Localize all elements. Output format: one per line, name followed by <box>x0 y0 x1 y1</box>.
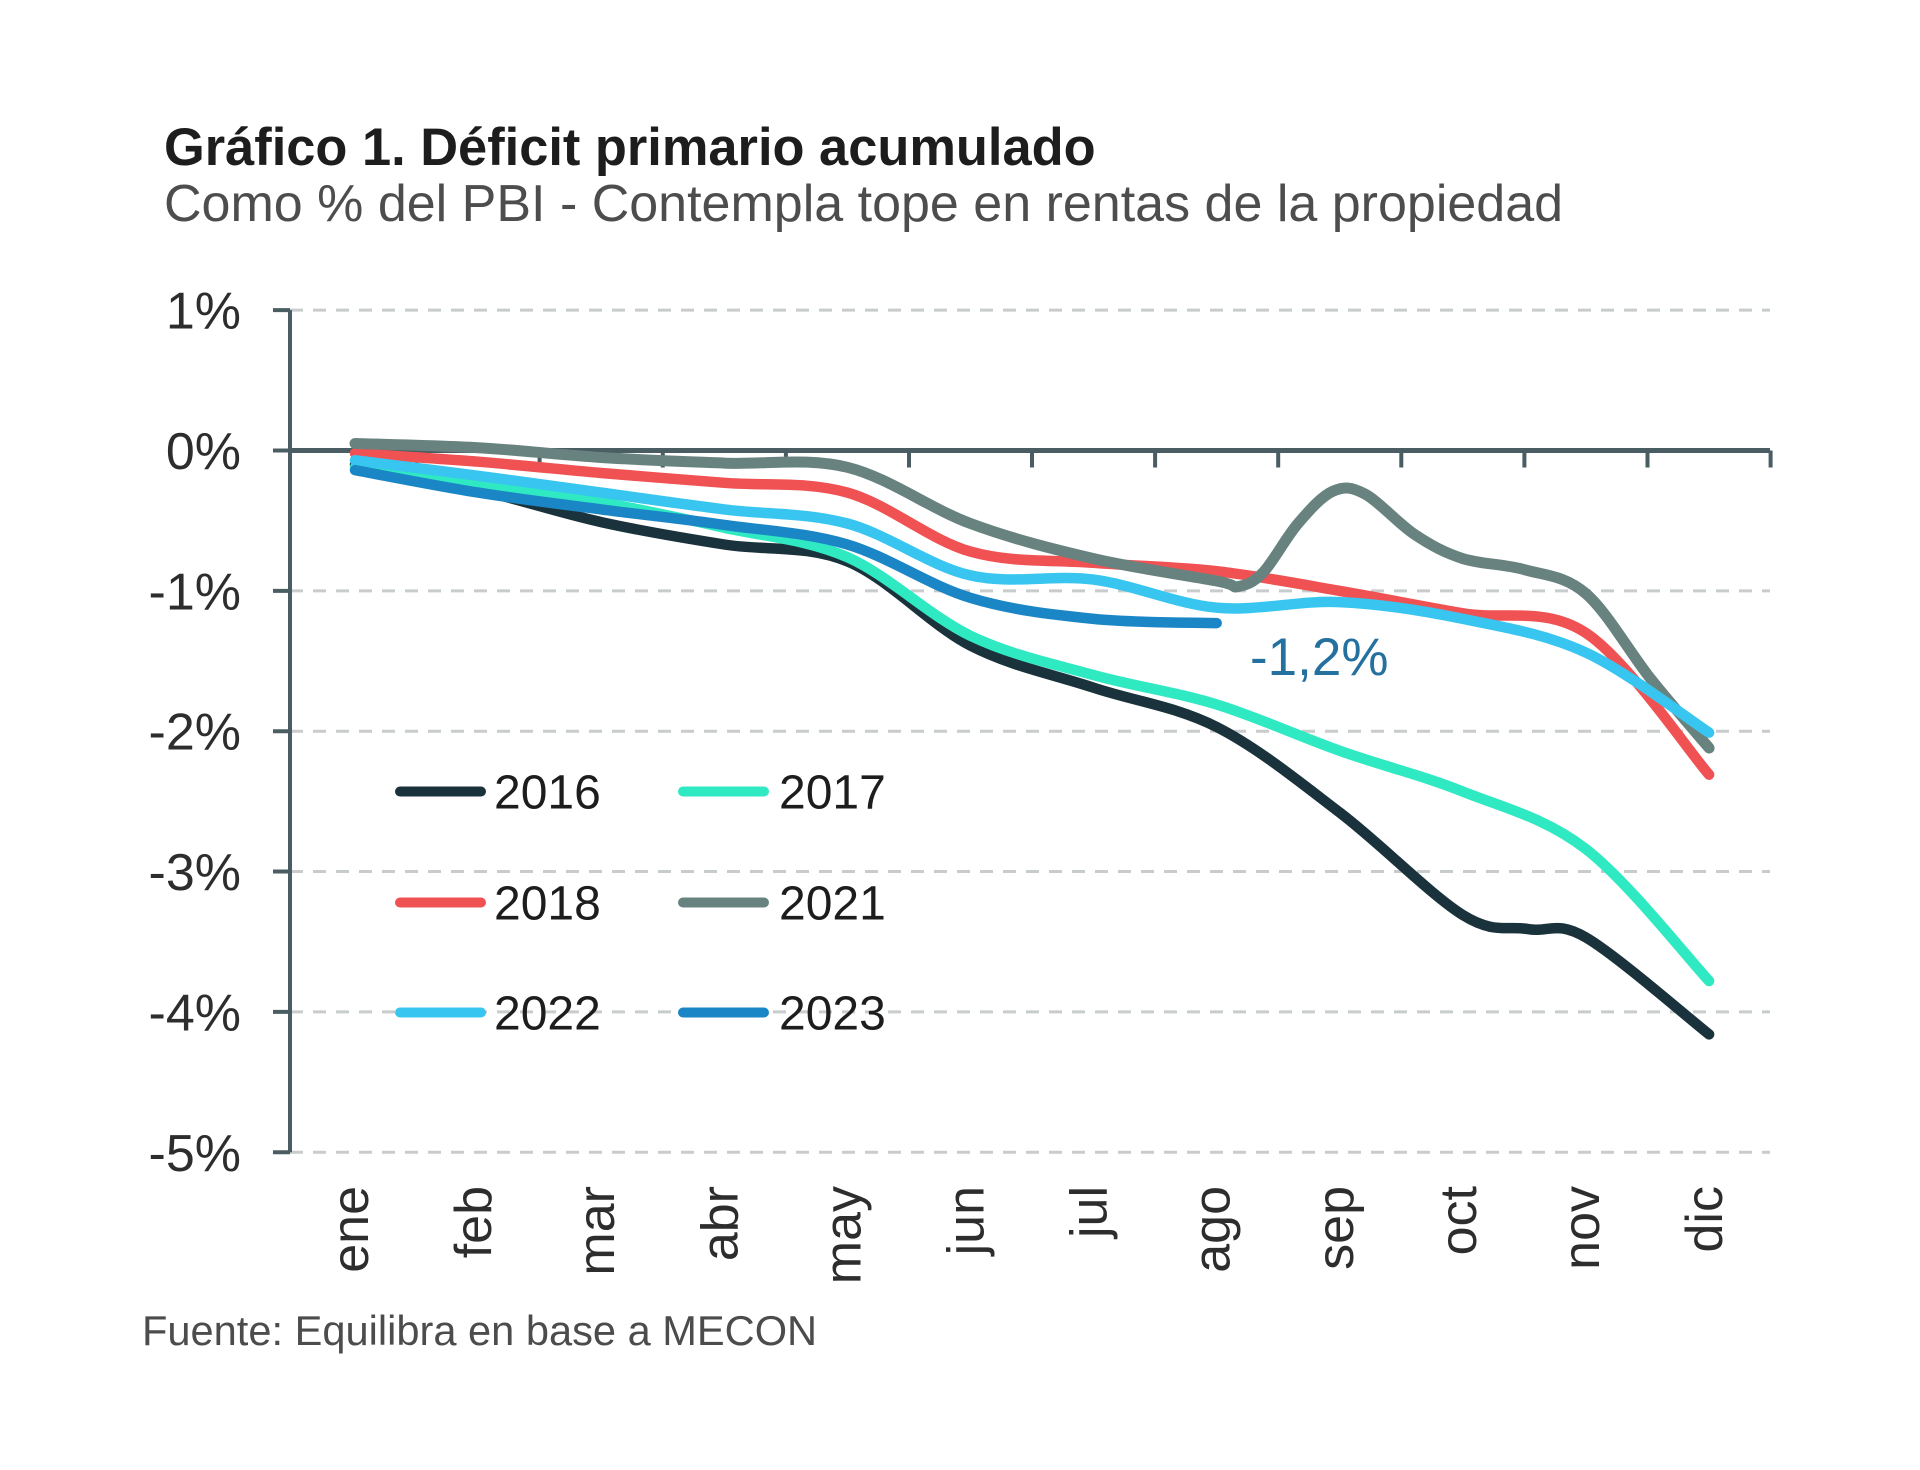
svg-text:ago: ago <box>1184 1186 1242 1273</box>
svg-text:-2%: -2% <box>149 704 241 762</box>
svg-text:-1,2%: -1,2% <box>1250 628 1388 687</box>
svg-text:2023: 2023 <box>779 988 886 1041</box>
svg-text:nov: nov <box>1553 1186 1611 1270</box>
svg-text:-1%: -1% <box>149 563 241 621</box>
svg-text:may: may <box>814 1186 872 1284</box>
svg-text:oct: oct <box>1430 1185 1488 1255</box>
svg-text:2017: 2017 <box>779 767 886 820</box>
svg-text:abr: abr <box>691 1186 749 1261</box>
svg-text:-3%: -3% <box>149 844 241 902</box>
svg-text:-4%: -4% <box>149 984 241 1042</box>
svg-text:jun: jun <box>938 1186 996 1257</box>
svg-text:2018: 2018 <box>494 878 601 931</box>
svg-text:Fuente: Equilibra en base a ME: Fuente: Equilibra en base a MECON <box>142 1307 817 1354</box>
svg-text:0%: 0% <box>166 423 241 481</box>
svg-text:jul: jul <box>1061 1186 1119 1240</box>
svg-text:Como % del PBI - Contempla top: Como % del PBI - Contempla tope en renta… <box>164 175 1563 233</box>
svg-text:-5%: -5% <box>149 1125 241 1183</box>
svg-text:Gráfico 1. Déficit primario ac: Gráfico 1. Déficit primario acumulado <box>164 119 1096 177</box>
svg-text:mar: mar <box>568 1186 626 1276</box>
svg-text:2022: 2022 <box>494 988 601 1041</box>
svg-text:2016: 2016 <box>494 767 601 820</box>
svg-text:1%: 1% <box>166 283 241 341</box>
svg-text:sep: sep <box>1307 1186 1365 1270</box>
svg-text:2021: 2021 <box>779 878 886 931</box>
svg-text:dic: dic <box>1676 1186 1734 1252</box>
svg-text:ene: ene <box>322 1186 380 1273</box>
svg-text:feb: feb <box>445 1186 503 1258</box>
